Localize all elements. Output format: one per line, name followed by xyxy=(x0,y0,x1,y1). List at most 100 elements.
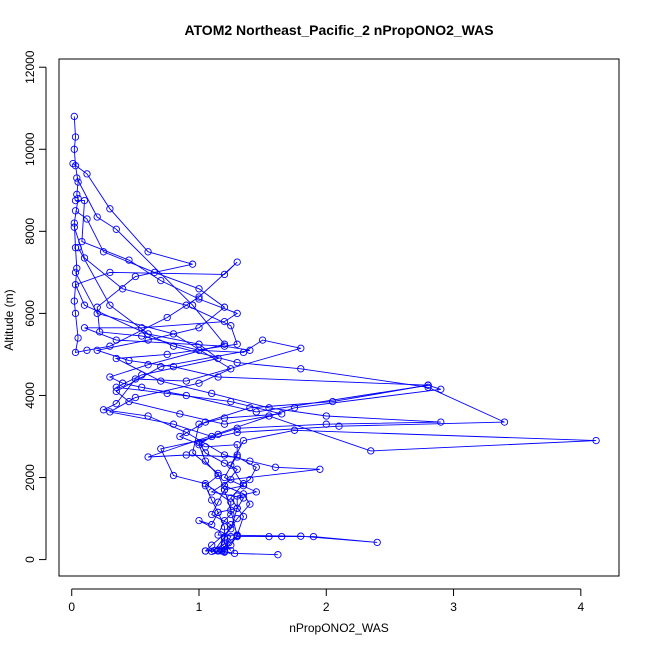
data-point xyxy=(83,215,91,223)
data-point xyxy=(144,361,152,369)
data-point xyxy=(208,510,216,519)
data-point xyxy=(195,516,203,525)
data-point xyxy=(106,268,114,277)
data-point xyxy=(83,346,91,354)
data-point xyxy=(70,223,78,231)
data-point xyxy=(233,532,241,540)
data-point xyxy=(71,196,80,205)
data-point xyxy=(125,397,133,406)
data-point xyxy=(70,297,78,305)
data-point xyxy=(214,354,222,363)
data-point xyxy=(106,342,114,350)
data-point xyxy=(227,365,235,373)
data-point xyxy=(138,324,146,332)
y-tick-label: 0 xyxy=(23,556,37,563)
data-point xyxy=(278,410,286,418)
data-point xyxy=(214,471,222,480)
data-point xyxy=(592,436,600,445)
data-point xyxy=(233,514,241,523)
data-point xyxy=(112,225,120,233)
data-point xyxy=(208,432,216,441)
data-point xyxy=(233,424,241,432)
data-point xyxy=(252,488,260,496)
data-point xyxy=(71,162,80,170)
data-point xyxy=(157,363,165,371)
data-point xyxy=(220,523,229,531)
data-point xyxy=(316,465,324,473)
data-point xyxy=(239,512,248,521)
data-point xyxy=(233,451,241,459)
data-point xyxy=(233,428,241,437)
data-point xyxy=(71,133,80,141)
series-line xyxy=(75,272,232,551)
data-point xyxy=(239,490,248,498)
data-point xyxy=(80,196,89,205)
y-tick-label: 4000 xyxy=(23,382,37,409)
data-point xyxy=(112,354,120,363)
data-point xyxy=(69,159,77,168)
y-tick-label: 2000 xyxy=(23,464,37,491)
data-point xyxy=(220,486,229,494)
data-point xyxy=(437,385,445,393)
series-6 xyxy=(70,223,445,555)
data-point xyxy=(227,546,235,555)
data-point xyxy=(220,539,229,547)
data-point xyxy=(210,546,218,555)
data-point xyxy=(214,373,222,381)
series-line xyxy=(77,247,282,551)
data-point xyxy=(278,532,286,541)
data-point xyxy=(157,276,165,285)
data-point xyxy=(71,268,80,277)
data-point xyxy=(93,346,101,354)
x-tick-label: 0 xyxy=(68,600,75,614)
data-point xyxy=(328,397,337,406)
data-point xyxy=(239,480,248,488)
data-point xyxy=(252,408,260,416)
data-point xyxy=(70,219,78,227)
data-point xyxy=(73,264,81,272)
data-point xyxy=(144,330,152,338)
data-point xyxy=(214,508,222,517)
data-point xyxy=(118,379,127,387)
data-point xyxy=(157,445,165,453)
data-point xyxy=(227,494,235,502)
data-point xyxy=(233,441,241,449)
data-point xyxy=(182,301,190,309)
data-point xyxy=(233,492,241,500)
x-tick-label: 3 xyxy=(450,600,457,614)
data-point xyxy=(74,178,82,186)
data-point xyxy=(233,340,241,348)
data-point xyxy=(227,397,235,406)
data-point xyxy=(138,371,146,379)
data-point xyxy=(220,473,229,482)
data-point xyxy=(182,428,190,437)
data-point xyxy=(265,412,273,420)
data-point xyxy=(297,365,305,373)
data-point xyxy=(169,330,178,338)
data-point xyxy=(297,532,305,540)
data-point xyxy=(176,410,184,418)
data-point xyxy=(70,145,78,153)
data-point xyxy=(131,272,140,281)
data-point xyxy=(99,248,108,256)
data-point xyxy=(150,268,159,277)
data-point xyxy=(138,332,146,340)
data-point xyxy=(195,285,203,293)
data-point xyxy=(96,328,104,336)
data-point xyxy=(271,463,280,471)
data-point xyxy=(188,449,197,457)
series-7 xyxy=(74,244,286,554)
data-point xyxy=(80,254,89,262)
data-point xyxy=(322,420,330,428)
data-point xyxy=(233,309,241,318)
x-axis-label: nPropONO2_WAS xyxy=(289,621,389,635)
data-point xyxy=(99,406,108,414)
data-point xyxy=(70,112,78,121)
data-point xyxy=(246,475,254,484)
data-point xyxy=(195,295,203,303)
x-tick-label: 1 xyxy=(196,600,203,614)
data-point xyxy=(239,482,248,490)
data-point xyxy=(220,303,229,311)
data-point xyxy=(220,340,229,348)
